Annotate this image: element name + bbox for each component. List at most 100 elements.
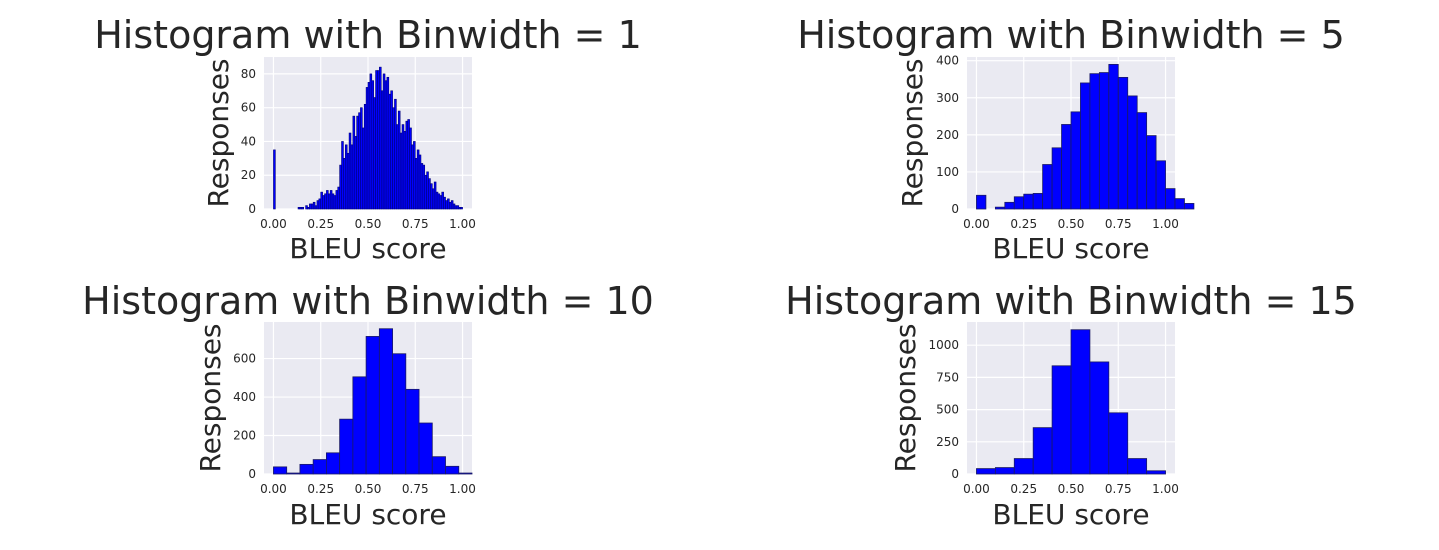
histogram-bar [1155, 160, 1166, 210]
histogram-bar [445, 465, 460, 475]
x-tick-label: 0.00 [260, 217, 287, 231]
histogram-bar [976, 468, 996, 475]
histogram-bar [1061, 124, 1072, 210]
histogram-bar [273, 149, 276, 210]
y-tick-label: 250 [936, 435, 959, 449]
x-tick-label: 0.50 [355, 217, 382, 231]
histogram-bar [1051, 147, 1062, 210]
x-tick-label: 0.75 [1105, 217, 1132, 231]
histogram-bar [1089, 73, 1100, 210]
y-axis-label: Responses [202, 58, 235, 207]
y-tick-label: 60 [241, 101, 256, 115]
x-tick-label: 0.50 [1058, 482, 1085, 496]
x-tick-label: 1.00 [449, 482, 476, 496]
histogram-bar [312, 459, 327, 475]
x-tick-label: 1.00 [1152, 217, 1179, 231]
histogram-bar [325, 452, 341, 475]
x-tick-label: 0.25 [1010, 217, 1037, 231]
x-tick-label: 0.75 [402, 217, 429, 231]
histogram-bar [976, 194, 987, 210]
histogram-bar [365, 336, 380, 475]
histogram-bar [1089, 361, 1110, 475]
y-tick-label: 20 [241, 168, 256, 182]
chart-title: Histogram with Binwidth = 10 [82, 279, 654, 323]
histogram-bar [994, 467, 1015, 475]
chart-title: Histogram with Binwidth = 5 [797, 13, 1345, 57]
histogram-bar [392, 353, 407, 475]
histogram-bar [1165, 188, 1176, 210]
y-tick-label: 500 [936, 403, 959, 417]
histogram-bar [458, 472, 473, 475]
histogram-bar [1032, 427, 1053, 475]
y-tick-label: 0 [248, 202, 256, 216]
x-tick-label: 0.75 [1105, 482, 1132, 496]
histogram-bar [1146, 135, 1157, 210]
subplot-3: 0.00 0.25 0.50 0.75 1.00 0 200 400 600 Histogram … [82, 279, 654, 531]
histogram-bar [1013, 458, 1034, 475]
histogram-bar [1004, 201, 1015, 210]
x-axis-label: BLEU score [289, 498, 446, 531]
y-tick-label: 40 [241, 134, 256, 148]
y-tick-label: 200 [936, 128, 959, 142]
histogram-bar [301, 207, 305, 210]
y-tick-label: 400 [233, 390, 256, 404]
subplot-4: 0.00 0.25 0.50 0.75 1.00 0 250 500 750 1000 Histog… [785, 279, 1357, 531]
histogram-bar [1070, 329, 1091, 475]
x-tick-label: 0.75 [402, 482, 429, 496]
histogram-bar [1051, 365, 1072, 475]
histogram-bar [378, 328, 393, 475]
x-tick-label: 1.00 [449, 217, 476, 231]
y-tick-label: 1000 [928, 338, 959, 352]
y-tick-label: 300 [936, 91, 959, 105]
y-tick-label: 0 [951, 202, 959, 216]
y-axis-label: Responses [194, 323, 227, 472]
chart-title: Histogram with Binwidth = 15 [785, 279, 1357, 323]
histogram-bar [1032, 193, 1044, 210]
histogram-bar [1108, 64, 1119, 210]
histogram-bar [1023, 193, 1034, 210]
subplot-2: 0.00 0.25 0.50 0.75 1.00 0 100 200 300 400Histogr… [797, 13, 1345, 265]
x-tick-label: 0.00 [963, 217, 990, 231]
x-axis-label: BLEU score [289, 232, 446, 265]
y-tick-label: 0 [248, 467, 256, 481]
histogram-bar [1098, 72, 1110, 210]
histogram-bar [286, 472, 301, 475]
histogram-bar [1146, 470, 1166, 475]
y-tick-label: 80 [241, 67, 256, 81]
histogram-bar [273, 466, 288, 475]
histogram-bar [339, 418, 354, 475]
histogram-bar [1070, 111, 1081, 210]
x-tick-label: 0.25 [307, 217, 334, 231]
x-tick-label: 0.00 [260, 482, 287, 496]
x-axis-label: BLEU score [992, 498, 1149, 531]
histogram-bar [1117, 76, 1129, 210]
histogram-bar [1184, 203, 1195, 210]
histogram-bar [1136, 112, 1148, 210]
x-tick-label: 0.25 [1010, 482, 1037, 496]
y-tick-label: 100 [936, 165, 959, 179]
y-axis-label: Responses [896, 58, 929, 207]
y-tick-label: 600 [233, 352, 256, 366]
y-tick-label: 750 [936, 370, 959, 384]
y-tick-label: 0 [951, 467, 959, 481]
histogram-bar [1127, 458, 1148, 475]
histogram-bar [299, 463, 314, 475]
histogram-bar [352, 376, 367, 475]
histogram-bar [1080, 82, 1091, 210]
chart-title: Histogram with Binwidth = 1 [94, 13, 642, 57]
histogram-bar [994, 206, 1006, 210]
histogram-bar [1042, 164, 1053, 210]
histogram-bar [460, 207, 463, 210]
y-tick-label: 400 [936, 54, 959, 68]
x-tick-label: 0.25 [307, 482, 334, 496]
subplot-1: 0.00 0.25 0.50 0.75 1.00 0 20 40 60 80 Histogram w… [94, 13, 642, 265]
histogram-bar [1108, 412, 1129, 475]
histogram-bar [1174, 198, 1185, 210]
x-tick-label: 0.50 [1058, 217, 1085, 231]
x-tick-label: 0.00 [963, 482, 990, 496]
y-tick-label: 200 [233, 429, 256, 443]
y-axis-label: Responses [889, 323, 922, 472]
x-tick-label: 1.00 [1152, 482, 1179, 496]
x-tick-label: 0.50 [355, 482, 382, 496]
